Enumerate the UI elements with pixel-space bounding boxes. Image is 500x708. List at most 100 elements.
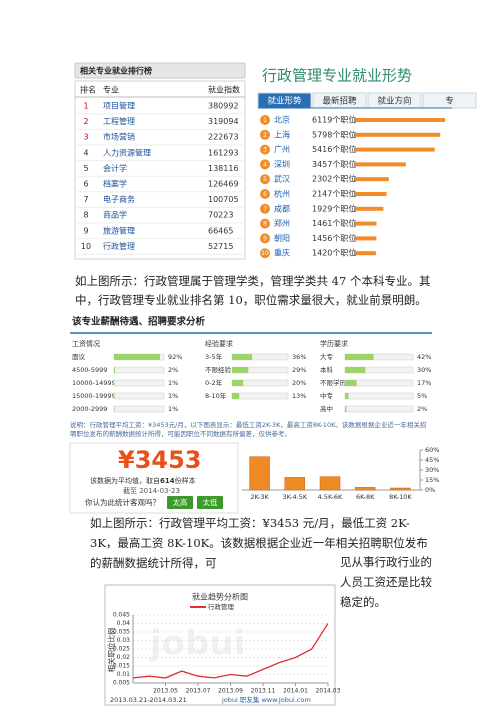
index: 380992 — [208, 102, 239, 111]
y-tick-label: 0% — [425, 486, 435, 494]
count-bar — [355, 147, 435, 152]
req-category: 3-5年 — [205, 352, 223, 361]
bar — [390, 487, 411, 491]
y-tick-label: 15% — [425, 476, 439, 484]
req-category: 15000-19999 — [72, 392, 116, 400]
req-category: 0-2年 — [205, 378, 223, 387]
section-title: 该专业薪酬待遇、招聘要求分析 — [72, 316, 206, 328]
req-value: 13% — [292, 392, 306, 400]
major: 行政管理 — [103, 241, 135, 251]
vote-label[interactable]: 太高 — [173, 497, 188, 507]
req-category: 面议 — [72, 353, 86, 361]
y-tick-label: 0.03 — [117, 637, 131, 644]
req-category: 不限经验 — [205, 365, 232, 374]
rank-badge — [260, 159, 270, 170]
req-bar — [345, 380, 357, 386]
tab-label: 就业形势 — [267, 96, 302, 107]
req-bar — [345, 393, 349, 399]
panel-title: 行政管理专业就业形势 — [262, 67, 412, 85]
y-tick-label: 0.01 — [117, 671, 131, 678]
rank-number: 3 — [263, 147, 267, 154]
rank-badge — [260, 218, 270, 229]
x-tick-label: 2014.01 — [283, 688, 308, 695]
city: 重庆 — [274, 248, 290, 258]
y-tick-label: 0.005 — [113, 680, 130, 687]
count-label: 5798个职位 — [312, 129, 356, 139]
rank-number: 10 — [261, 250, 269, 257]
index: 222673 — [208, 133, 239, 142]
count-label: 1456个职位 — [312, 233, 356, 243]
y-tick-label: 0.035 — [113, 629, 130, 636]
rank: 6 — [83, 180, 88, 189]
vote-label[interactable]: 太低 — [203, 497, 218, 507]
count-label: 2302个职位 — [312, 174, 356, 184]
req-value: 5% — [417, 392, 427, 400]
sample-part: 该数据为平均值，取自 — [90, 476, 160, 485]
req-bar — [345, 367, 366, 373]
x-tick-label: 2013.11 — [251, 688, 276, 695]
rank-number: 6 — [263, 191, 267, 198]
rank-badge — [260, 144, 270, 155]
rank-badge — [260, 203, 270, 214]
x-tick-label: 2K-3K — [250, 493, 269, 501]
major: 项目管理 — [103, 101, 135, 111]
tab-label: 就业方向 — [377, 96, 411, 107]
req-value: 20% — [292, 379, 306, 387]
paragraph: 见从事行政行业的人员工资还是比较稳定的。 — [340, 555, 432, 609]
bar-track — [113, 392, 165, 400]
rank-number: 8 — [263, 221, 267, 228]
legend-label: 行政管理 — [208, 602, 235, 611]
city: 北京 — [274, 115, 290, 125]
city: 深圳 — [274, 159, 290, 169]
note: 说明：行政管理平均工资：¥3453元/月，以下图表显示：最低工资2K-3K，最高… — [70, 421, 427, 438]
bar-track — [231, 392, 289, 400]
req-category: 中专 — [320, 391, 334, 400]
rank-badge — [260, 174, 270, 185]
count-bar — [355, 192, 387, 196]
vote-button[interactable] — [197, 496, 223, 509]
city: 武汉 — [274, 174, 290, 184]
bar-track — [113, 379, 165, 387]
vote-button[interactable] — [167, 496, 193, 509]
req-value: 17% — [417, 379, 431, 387]
count-bar — [355, 177, 389, 182]
count-bar — [355, 251, 376, 256]
req-category: 2000-2999 — [72, 405, 107, 413]
chart-title: 就业趋势分析图 — [192, 592, 248, 602]
group-title: 工资情况 — [72, 339, 100, 348]
rank-number: 4 — [263, 161, 267, 168]
req-value: 29% — [292, 366, 306, 374]
index: 70223 — [208, 211, 233, 220]
date-range: 2013.03.21-2014.03.21 — [110, 696, 187, 704]
group-title: 学历要求 — [320, 339, 348, 348]
question: 你认为此统计客观吗？ — [85, 497, 160, 507]
table-border — [74, 80, 246, 260]
rank-badge — [260, 233, 270, 244]
rank-number: 7 — [263, 206, 267, 213]
y-tick-label: 0.015 — [113, 663, 130, 670]
req-category: 不限学历 — [320, 378, 347, 387]
rank: 4 — [83, 148, 88, 157]
req-category: 4500-5999 — [72, 366, 107, 374]
req-bar — [114, 380, 115, 386]
req-bar — [114, 354, 160, 360]
table-header: 排名 — [80, 85, 96, 95]
req-category: 本科 — [320, 365, 334, 374]
x-tick-label: 6K-8K — [356, 493, 375, 501]
table-header: 专业 — [103, 85, 119, 95]
city: 成都 — [274, 203, 290, 213]
req-category: 大专 — [320, 352, 334, 361]
req-category: 10000-14999 — [72, 379, 116, 387]
req-value: 2% — [168, 366, 178, 374]
x-tick-label: 2013.07 — [186, 688, 211, 695]
count-label: 1929个职位 — [312, 203, 356, 213]
paragraph: 如上图所示：行政管理属于管理学类，管理学类共 47 个本科专业。其中，行政管理专… — [75, 274, 431, 307]
req-bar — [232, 380, 244, 386]
rank: 7 — [83, 195, 88, 204]
index: 66465 — [208, 226, 233, 235]
req-category: 高中 — [320, 404, 333, 413]
x-tick-label: 2013.05 — [153, 688, 178, 695]
bar — [249, 456, 270, 491]
major: 档案学 — [103, 179, 127, 189]
